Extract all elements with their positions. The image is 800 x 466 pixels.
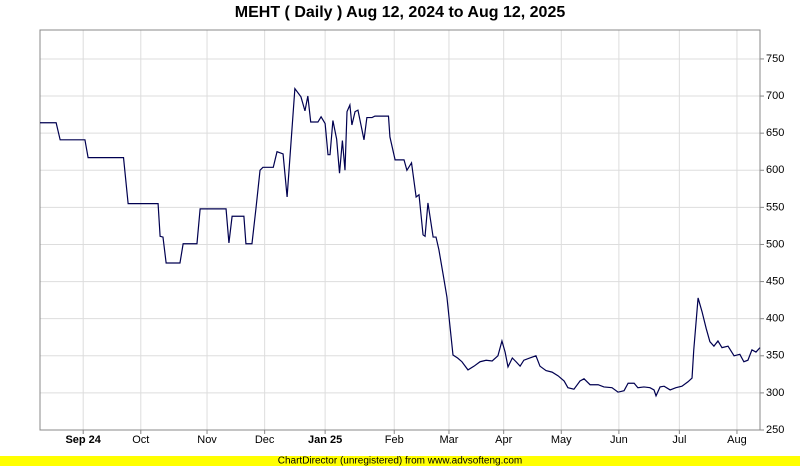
x-tick-label: May — [551, 434, 572, 446]
y-tick-label: 750 — [766, 53, 784, 65]
x-tick-label: Jan 25 — [308, 434, 342, 446]
x-tick-label: Nov — [197, 434, 217, 446]
x-tick-label: Jul — [672, 434, 686, 446]
y-tick-label: 500 — [766, 238, 784, 250]
plot-area — [39, 29, 761, 431]
x-tick-label: Feb — [385, 434, 404, 446]
plot-border — [39, 29, 761, 431]
price-line — [40, 86, 761, 398]
y-tick-label: 550 — [766, 201, 784, 213]
x-tick-label: Dec — [255, 434, 275, 446]
chart-title: MEHT ( Daily ) Aug 12, 2024 to Aug 12, 2… — [235, 4, 566, 21]
x-tick-label: Jun — [610, 434, 628, 446]
y-tick-label: 600 — [766, 164, 784, 176]
x-tick-label: Aug — [727, 434, 747, 446]
y-tick-label: 700 — [766, 90, 784, 102]
y-tick-label: 350 — [766, 350, 784, 362]
x-tick-label: Sep 24 — [65, 434, 101, 446]
y-tick-label: 400 — [766, 313, 784, 325]
x-tick-label: Mar — [439, 434, 458, 446]
x-tick-label: Oct — [132, 434, 149, 446]
y-tick-label: 300 — [766, 387, 784, 399]
footer-band — [0, 456, 800, 466]
x-tick-label: Apr — [495, 434, 512, 446]
y-tick-label: 250 — [766, 424, 784, 436]
y-tick-label: 650 — [766, 127, 784, 139]
footer: ChartDirector (unregistered) from www.ad… — [278, 456, 523, 466]
y-tick-label: 450 — [766, 275, 784, 287]
